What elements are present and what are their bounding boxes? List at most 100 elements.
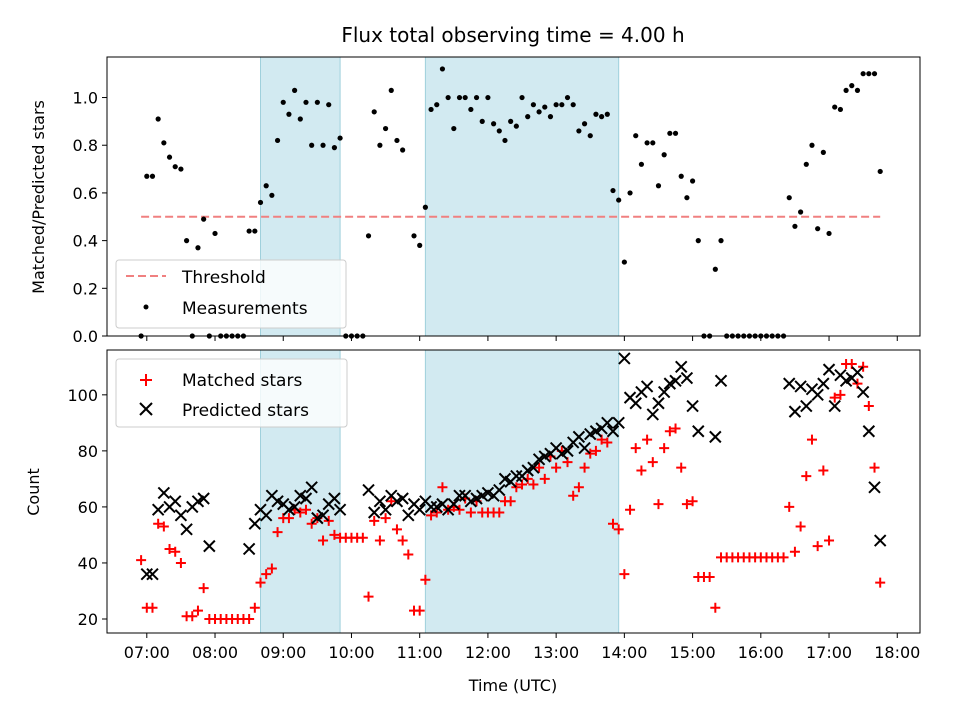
measurement-point — [655, 183, 662, 189]
measurement-point — [866, 71, 872, 77]
measurement-point — [195, 245, 201, 251]
predicted-star-point — [424, 500, 438, 514]
bottom-legend: Matched stars Predicted stars — [115, 358, 348, 428]
matched-star-point — [806, 434, 817, 445]
measurement-point — [201, 216, 207, 222]
measurement-point — [155, 116, 161, 122]
measurement-point — [650, 140, 656, 146]
measurement-point — [593, 111, 599, 117]
predicted-star-point — [180, 523, 193, 536]
top-y-axis-label: Matched/Predicted stars — [29, 100, 48, 294]
matched-star-point — [295, 507, 306, 518]
matched-star-point — [369, 515, 380, 526]
measurement-point — [144, 173, 150, 179]
measurement-points — [138, 66, 883, 339]
measurement-point — [803, 161, 809, 167]
matched-star-point — [676, 462, 687, 473]
y-tick-label: 1.0 — [73, 89, 98, 108]
predicted-star-point — [368, 506, 381, 519]
matched-star-point — [534, 462, 545, 473]
matched-star-point — [403, 549, 414, 560]
measurement-point — [183, 238, 190, 244]
predicted-star-point — [612, 416, 625, 430]
measurement-point — [309, 142, 315, 148]
measurement-point — [599, 114, 605, 120]
measurement-point — [388, 87, 394, 93]
matched-star-point — [573, 482, 584, 493]
measurement-point — [587, 133, 593, 139]
legend-predicted-label: Predicted stars — [182, 401, 309, 421]
predicted-star-point — [856, 385, 870, 399]
measurement-point — [689, 178, 696, 184]
predicted-star-point — [413, 503, 426, 516]
matched-star-point — [619, 569, 630, 580]
count-points — [136, 352, 887, 624]
matched-star-point — [323, 515, 334, 526]
matched-star-point — [153, 518, 164, 529]
matched-star-point — [249, 602, 260, 613]
predicted-star-point — [259, 509, 273, 522]
predicted-star-point — [657, 385, 671, 399]
measurement-point — [178, 166, 184, 172]
matched-star-point — [625, 504, 636, 515]
y-tick-label: 80 — [78, 442, 98, 461]
matched-star-point — [551, 462, 562, 473]
bottom-x-ticks: 07:00 08:00 09:00 10:00 11:00 12:00 13:00 14:00… — [124, 633, 920, 662]
matched-star-point — [778, 552, 789, 563]
matched-star-point — [170, 546, 181, 557]
measurement-point — [667, 130, 673, 136]
measurement-point — [428, 106, 434, 113]
measurement-point — [439, 66, 446, 72]
matched-star-point — [266, 563, 277, 574]
measurement-point — [638, 161, 645, 167]
matched-star-point — [875, 577, 886, 588]
matched-star-point — [801, 471, 812, 482]
predicted-star-point — [817, 377, 830, 390]
measurement-point — [570, 102, 576, 108]
x-tick-label: 10:00 — [328, 643, 374, 662]
matched-star-point — [494, 507, 505, 518]
predicted-star-point — [601, 416, 614, 430]
measurement-point — [365, 233, 372, 239]
predicted-star-point — [851, 366, 864, 379]
x-tick-label: 12:00 — [465, 643, 511, 662]
x-tick-label: 11:00 — [397, 643, 443, 662]
measurement-point — [394, 137, 400, 144]
measurement-point — [382, 125, 389, 132]
matched-star-point — [568, 490, 579, 501]
shaded-interval — [424, 349, 620, 634]
predicted-star-point — [510, 469, 523, 483]
measurement-point — [820, 149, 826, 155]
x-tick-label: 18:00 — [874, 643, 920, 662]
matched-star-point — [539, 473, 550, 484]
predicted-star-point — [197, 492, 210, 505]
measurement-point — [718, 238, 724, 244]
predicted-star-point — [783, 377, 796, 390]
top-plot-frame — [106, 56, 921, 337]
predicted-star-point — [788, 405, 802, 418]
bottom-panel: 20 40 60 80 100 07:00 08:00 09:00 10:00 11:00 12:… — [24, 349, 921, 695]
measurement-point — [809, 142, 815, 148]
predicted-star-point — [680, 371, 694, 385]
predicted-star-point — [305, 481, 318, 494]
matched-star-point — [710, 602, 721, 613]
predicted-star-point — [453, 489, 466, 502]
top-legend: Threshold Measurements — [115, 259, 347, 329]
matched-star-point — [789, 546, 800, 557]
measurement-point — [212, 230, 218, 237]
bottom-y-ticks: 20 40 60 80 100 — [67, 386, 107, 629]
y-tick-label: 20 — [78, 610, 98, 629]
x-tick-label: 14:00 — [601, 643, 647, 662]
measurement-point — [616, 197, 622, 203]
measurement-point — [286, 111, 292, 117]
predicted-star-point — [527, 461, 540, 474]
measurement-point — [485, 94, 491, 101]
measurement-point — [610, 187, 616, 194]
measurement-point — [786, 195, 792, 201]
matched-star-point — [261, 569, 272, 580]
measurement-point — [257, 199, 264, 206]
matched-star-point — [784, 501, 795, 512]
predicted-star-point — [811, 388, 824, 402]
predicted-star-point — [652, 397, 665, 410]
legend-measurement-label: Measurements — [182, 299, 308, 319]
